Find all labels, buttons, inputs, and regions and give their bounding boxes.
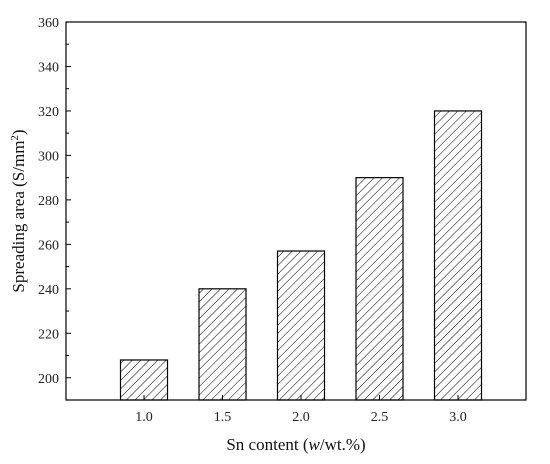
x-tick-label: 3.0 bbox=[449, 410, 467, 425]
bar-1.0 bbox=[119, 359, 169, 401]
x-tick-label: 1.0 bbox=[135, 410, 153, 425]
y-tick-label: 240 bbox=[38, 283, 59, 298]
plot-frame bbox=[65, 21, 527, 401]
y-axis-title: Spreading area (S/mm2) bbox=[9, 129, 28, 292]
x-axis-title: Sn content (w/wt.%) bbox=[226, 435, 365, 454]
bar-2.5 bbox=[355, 177, 404, 401]
bar-1.5 bbox=[198, 288, 247, 401]
y-tick-label: 260 bbox=[38, 238, 59, 253]
x-tick-label: 1.5 bbox=[214, 410, 232, 425]
y-tick-label: 300 bbox=[38, 149, 59, 164]
bar-2.0 bbox=[276, 250, 326, 401]
y-tick-label: 200 bbox=[38, 372, 59, 387]
y-tick-label: 340 bbox=[38, 60, 59, 75]
y-tick-label: 320 bbox=[38, 105, 59, 120]
x-tick-label: 2.5 bbox=[371, 410, 389, 425]
bar-3.0 bbox=[433, 110, 483, 401]
y-tick-label: 360 bbox=[38, 16, 59, 31]
bars-group bbox=[119, 110, 483, 401]
y-tick-label: 220 bbox=[38, 327, 59, 342]
x-tick-label: 2.0 bbox=[292, 410, 310, 425]
x-axis-ticks: 1.0 1.5 2.0 2.5 3.0 bbox=[135, 395, 467, 425]
y-tick-label: 280 bbox=[38, 194, 59, 209]
y-axis-ticks: 200 220 240 260 280 300 320 340 360 bbox=[38, 16, 71, 387]
